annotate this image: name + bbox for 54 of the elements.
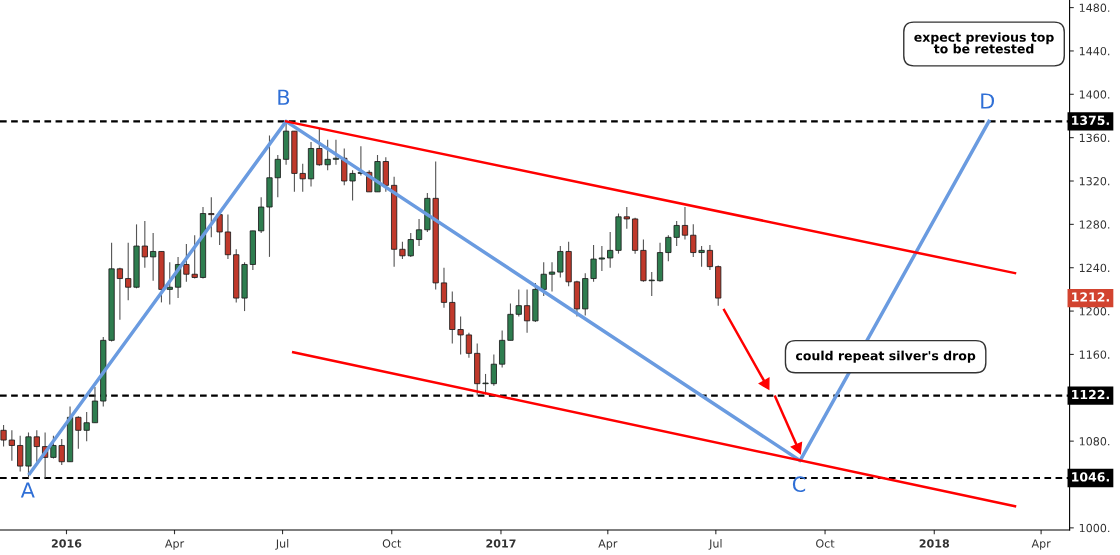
candlestick bbox=[216, 212, 223, 246]
candlestick bbox=[0, 424, 7, 448]
x-tick-label: 2016 bbox=[51, 539, 82, 548]
annotation: could repeat silver's drop bbox=[795, 350, 976, 363]
candlestick bbox=[141, 220, 148, 269]
candlestick bbox=[465, 332, 473, 359]
candlestick bbox=[540, 261, 547, 297]
candlestick bbox=[490, 353, 497, 387]
x-tick-label: Apr bbox=[598, 539, 618, 550]
candlestick bbox=[681, 206, 689, 241]
candlestick bbox=[706, 244, 713, 271]
annotation: A bbox=[20, 482, 35, 498]
candlestick bbox=[116, 267, 123, 321]
ref-line-label: 1046. bbox=[1072, 472, 1109, 482]
candlestick bbox=[8, 429, 15, 462]
y-tick-label: 1000. bbox=[1079, 523, 1110, 533]
y-tick-label: 1480. bbox=[1079, 3, 1110, 12]
y-tick-label: 1360. bbox=[1079, 133, 1110, 143]
x-tick-label: Apr bbox=[1031, 539, 1051, 550]
y-tick-label: 1080. bbox=[1079, 437, 1110, 446]
candlestick bbox=[440, 267, 448, 309]
candlestick bbox=[258, 196, 265, 234]
annotation: B bbox=[278, 89, 290, 105]
y-tick-label: 1240. bbox=[1079, 263, 1110, 273]
ref-line-label: 1375. bbox=[1072, 115, 1109, 126]
text: 1212. bbox=[1072, 292, 1109, 302]
x-tick-label: Jul bbox=[708, 539, 722, 550]
candlestick bbox=[332, 139, 340, 166]
y-tick-label: 1320. bbox=[1079, 176, 1110, 186]
candlestick bbox=[150, 232, 157, 282]
x-tick-label: 2017 bbox=[486, 539, 516, 548]
candlestick bbox=[208, 196, 215, 238]
y-tick-label: 1400. bbox=[1079, 90, 1110, 99]
x-tick-label: Jul bbox=[275, 539, 289, 550]
x-tick-label: Oct bbox=[382, 539, 402, 548]
candlestick bbox=[224, 214, 232, 260]
y-tick-label: 1200. bbox=[1079, 307, 1110, 316]
candlestick bbox=[523, 288, 531, 334]
candlestick bbox=[499, 330, 506, 368]
candlestick bbox=[166, 261, 173, 306]
annotation: expect previous top to be retested bbox=[914, 32, 1054, 54]
annotation: D bbox=[981, 93, 995, 109]
candlestick bbox=[548, 261, 556, 293]
candlestick bbox=[91, 386, 99, 424]
x-tick-label: Apr bbox=[164, 539, 185, 550]
candlestick bbox=[415, 218, 423, 247]
ref-line-label: 1122. bbox=[1072, 389, 1109, 400]
y-tick-label: 1440. bbox=[1079, 46, 1110, 56]
x-tick-label: 2018 bbox=[919, 539, 950, 548]
y-tick-label: 1160. bbox=[1079, 350, 1110, 359]
candlestick bbox=[598, 245, 605, 272]
annotation: C bbox=[792, 476, 806, 493]
y-tick-label: 1280. bbox=[1079, 220, 1110, 229]
x-tick-label: Oct bbox=[816, 539, 835, 548]
